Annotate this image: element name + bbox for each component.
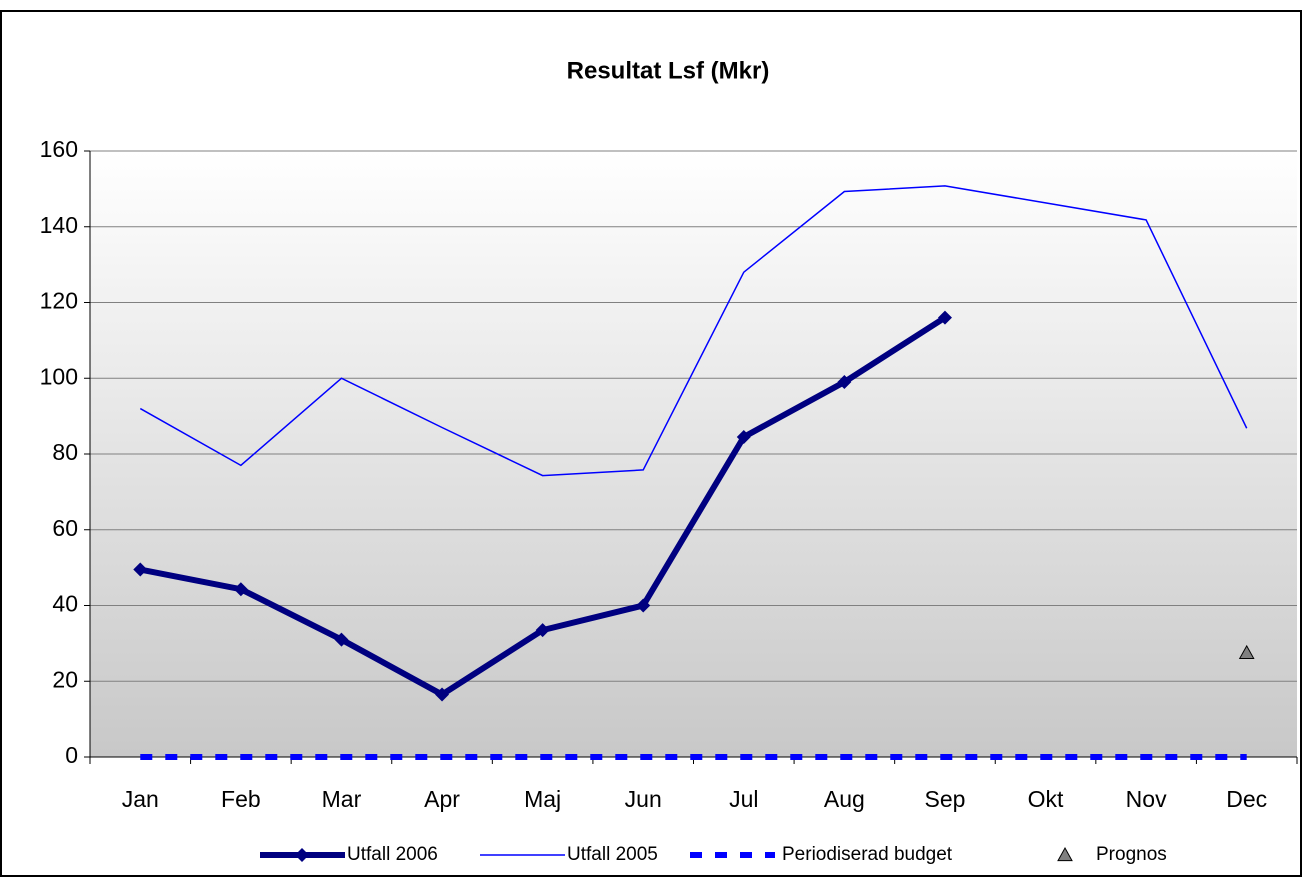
y-tick-label: 160 bbox=[40, 136, 78, 162]
chart-title: Resultat Lsf (Mkr) bbox=[567, 57, 770, 84]
x-tick-label: Dec bbox=[1226, 786, 1267, 812]
x-tick-label: Aug bbox=[824, 786, 865, 812]
series-line bbox=[139, 185, 1248, 477]
legend-marker bbox=[295, 848, 309, 862]
marker bbox=[535, 623, 550, 638]
legend-marker bbox=[1057, 846, 1073, 862]
y-tick-label: 80 bbox=[52, 439, 78, 465]
y-tick-label: 120 bbox=[40, 288, 78, 314]
legend-label: Prognos bbox=[1096, 844, 1167, 865]
x-tick-label: Sep bbox=[924, 786, 965, 812]
y-tick-label: 60 bbox=[52, 515, 78, 541]
x-tick-label: Jan bbox=[122, 786, 159, 812]
y-tick-label: 100 bbox=[40, 363, 78, 389]
y-tick-label: 140 bbox=[40, 212, 78, 238]
x-tick-label: Okt bbox=[1028, 786, 1064, 812]
marker bbox=[636, 598, 651, 613]
x-tick-label: Jul bbox=[729, 786, 758, 812]
x-tick-label: Nov bbox=[1126, 786, 1167, 812]
legend-label: Periodiserad budget bbox=[782, 844, 953, 865]
marker bbox=[736, 429, 751, 444]
x-tick-label: Jun bbox=[625, 786, 662, 812]
marker bbox=[837, 375, 852, 390]
marker bbox=[1238, 644, 1255, 659]
y-tick-label: 20 bbox=[52, 666, 78, 692]
marker bbox=[334, 632, 349, 647]
x-tick-label: Apr bbox=[424, 786, 460, 812]
x-tick-label: Maj bbox=[524, 786, 561, 812]
marker bbox=[937, 310, 952, 325]
marker bbox=[233, 582, 248, 597]
legend-label: Utfall 2006 bbox=[347, 844, 438, 865]
x-tick-label: Mar bbox=[322, 786, 362, 812]
y-tick-label: 0 bbox=[65, 742, 78, 768]
y-tick-label: 40 bbox=[52, 591, 78, 617]
x-tick-label: Feb bbox=[221, 786, 261, 812]
marker bbox=[435, 687, 450, 702]
marker bbox=[133, 562, 148, 577]
legend-label: Utfall 2005 bbox=[567, 844, 658, 865]
